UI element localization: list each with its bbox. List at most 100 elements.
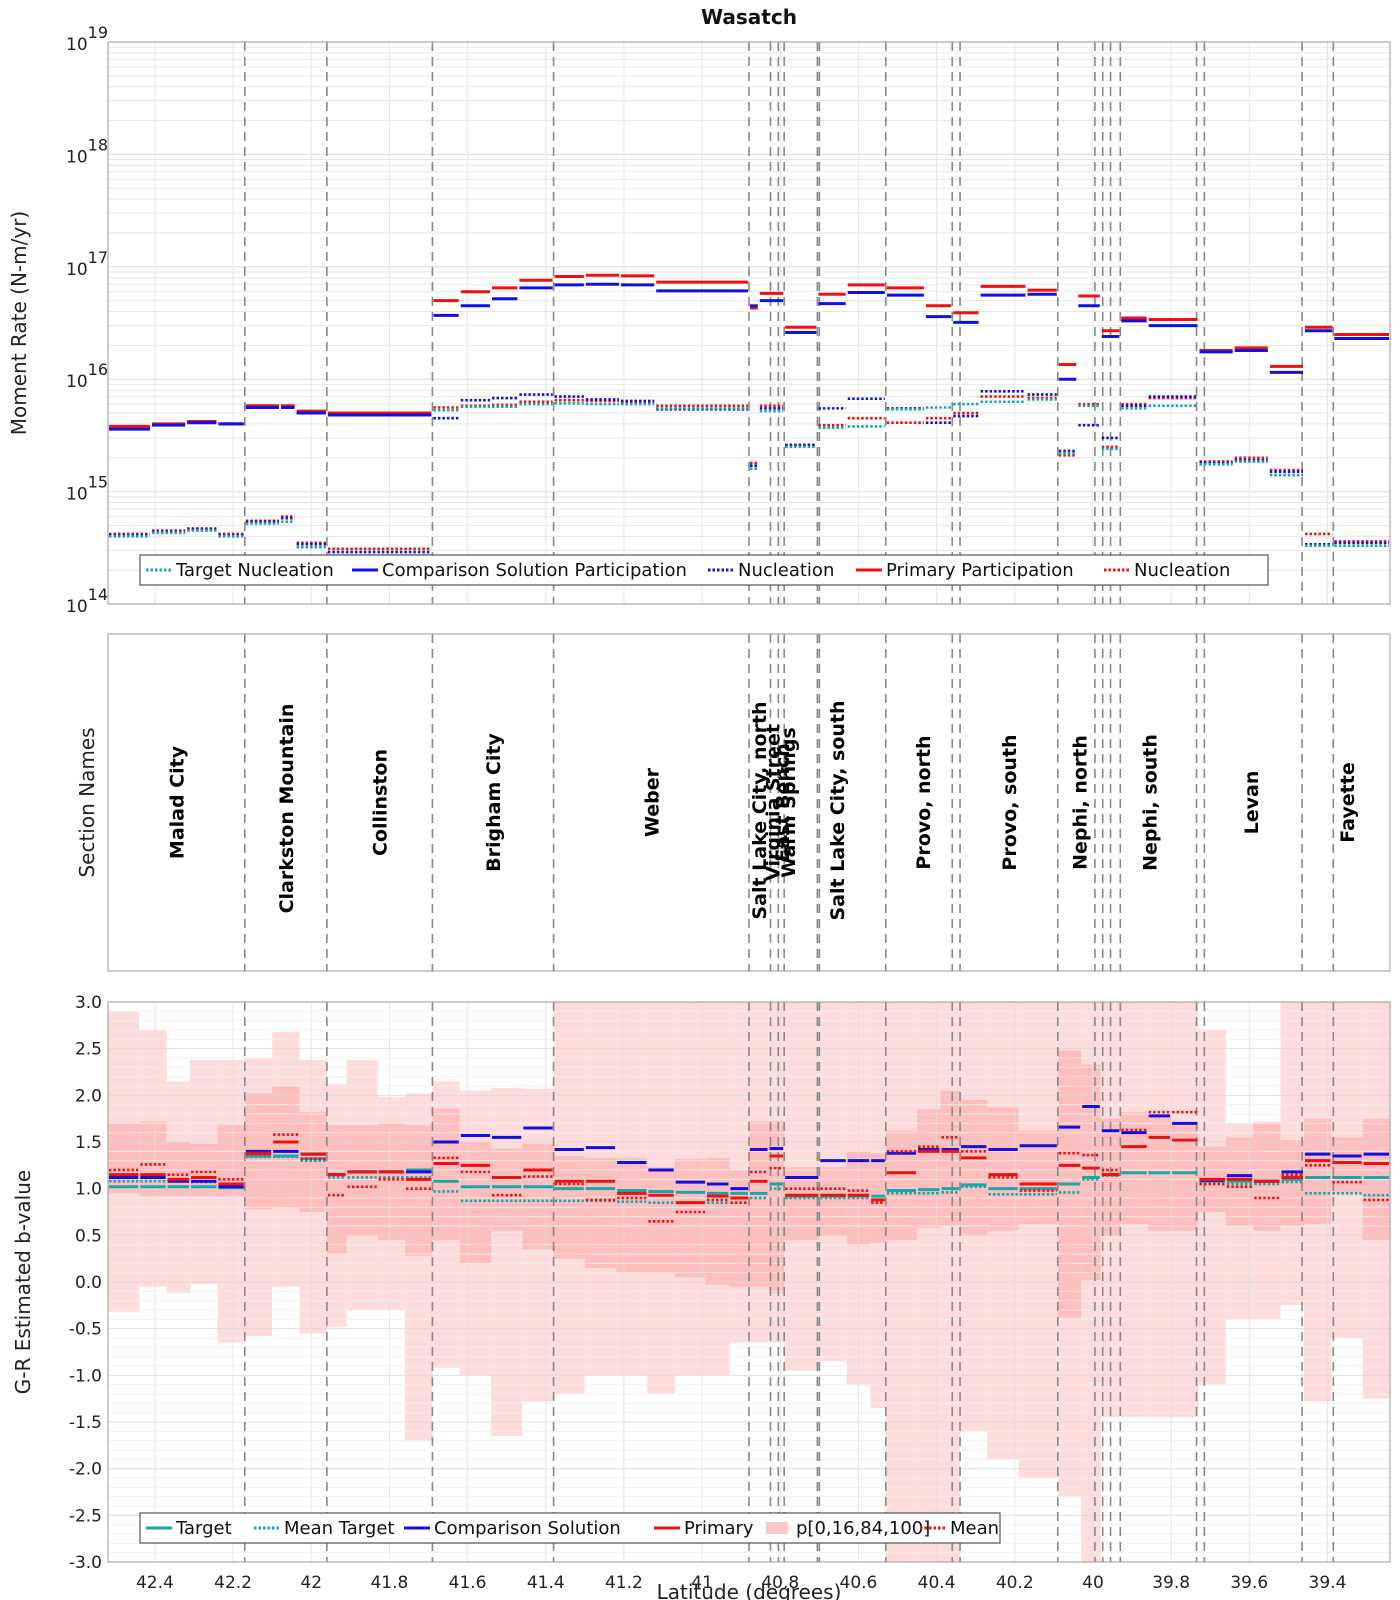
x-tick-label: 41.8 [370,1573,408,1593]
percentile-band-inner [987,1107,1019,1231]
section-name-label: Provo, south [999,734,1021,870]
legend-box [139,1512,1001,1544]
percentile-band-inner [616,1157,648,1273]
y-tick-label: 1019 [66,23,108,55]
y-tick-label: -0.5 [69,1320,102,1340]
y-tick-label: 1.0 [75,1180,102,1200]
moment-rate-series [109,273,1389,557]
percentile-band-inner [1253,1123,1281,1231]
percentile-band-inner [819,1167,847,1236]
x-tick-label: 42.2 [214,1573,252,1593]
percentile-band-inner [377,1123,406,1240]
y-tick-label: 1014 [66,585,108,617]
x-tick-label: 41 [691,1573,713,1593]
percentile-band-inner [1331,1137,1363,1194]
percentile-band-inner [459,1142,492,1264]
x-tick-label: 40.6 [840,1573,878,1593]
x-tick-label: 39.8 [1152,1573,1190,1593]
section-name-label: Nephi, north [1069,735,1091,870]
percentile-band-inner [940,1090,961,1226]
chart-title: Wasatch [701,5,797,29]
x-tick-label: 39.6 [1230,1573,1268,1593]
section-name-label: Clarkston Mountain [276,704,298,914]
percentile-band-inner [885,1130,918,1240]
moment-rate-frame [107,41,1391,605]
section-name-label: Salt Lake City, south [827,700,849,920]
legend-label: p[0,16,84,100] [796,1518,930,1539]
percentile-band-inner [326,1125,347,1254]
percentile-band-inner [108,1123,140,1194]
x-tick-label: 41.4 [527,1573,565,1593]
section-names-panel: Malad City Clarkston Mountain Collinston Br… [75,633,1391,972]
percentile-band-inner [1120,1112,1148,1225]
section-names-boundaries [243,634,1335,971]
x-axis-ticks: 42.4 42.2 42 41.8 41.6 41.4 41.2 41 40.8 40.6 40.4… [136,1573,1346,1593]
y-tick-label: -1.5 [69,1413,102,1433]
section-name-label: Levan [1241,771,1263,835]
y-tick-label: -2.0 [69,1460,102,1480]
b-value-legend: Target Mean Target Comparison Solution Prim… [139,1512,1001,1544]
y-tick-label: 2.5 [75,1040,102,1060]
x-tick-label: 40.2 [996,1573,1034,1593]
legend-label: Nucleation [1134,560,1230,581]
legend-label: Mean [950,1518,999,1539]
series-primary [109,1135,1389,1205]
section-name-label: East Bench [772,743,794,862]
y-tick-label: -3.0 [69,1553,102,1573]
y-tick-label: 1016 [66,360,108,392]
series-mean [109,1110,1389,1223]
series-target-nucleation [109,398,1389,557]
legend-box [139,554,1269,586]
percentile-band-outer [987,1002,1019,1460]
percentile-band-outer [217,1059,245,1343]
section-name-label: Warm Springs [778,727,800,878]
b-value-y-label: G-R Estimated b-value [11,1170,35,1394]
y-tick-label: 1018 [66,135,108,167]
section-name-label: Salt Lake City, north [749,701,771,919]
moment-rate-section-boundaries [243,42,1335,604]
percentile-band-outer [491,1087,523,1436]
x-tick-label: 39.4 [1309,1573,1347,1593]
percentile-band-outer [1018,1002,1058,1478]
legend-label: Nucleation [738,560,834,581]
x-axis-label: Latitude (degrees) [657,1580,842,1600]
x-tick-label: 40.8 [761,1573,799,1593]
percentile-band-inner [749,1121,769,1287]
y-tick-label: 1017 [66,248,108,280]
legend-label: Primary Participation [886,560,1074,581]
section-names-y-label: Section Names [75,727,99,877]
x-tick-label: 41.6 [449,1573,487,1593]
y-tick-label: 2.0 [75,1086,102,1106]
b-value-frame [107,1001,1391,1563]
legend-label: Target Nucleation [175,560,334,581]
x-tick-label: 41.2 [605,1573,643,1593]
percentile-band-inner [1100,1118,1121,1236]
percentile-band-inner [706,1157,730,1285]
y-tick-label: 0.5 [75,1226,102,1246]
legend-label: Mean Target [284,1518,394,1539]
section-name-label: Virginia Street [762,724,784,881]
percentile-band-inner [584,1157,617,1268]
moment-rate-panel: 1014 1015 1016 1017 1018 1019 Moment Rate (N-… [7,23,1391,617]
percentile-band-inner [522,1143,554,1250]
percentile-band-inner [405,1125,433,1256]
y-tick-label: -1.0 [69,1366,102,1386]
legend-label: Comparison Solution [434,1518,621,1539]
section-name-label: Collinston [370,749,392,856]
y-tick-label: 3.0 [75,993,102,1013]
series-comparison-solution [109,1105,1389,1191]
moment-rate-y-label: Moment Rate (N-m/yr) [7,211,31,435]
percentile-band-inner [1081,1064,1101,1281]
percentile-band-inner [647,1167,675,1273]
percentile-band-inner [960,1100,988,1236]
y-tick-label: 0.0 [75,1273,102,1293]
section-name-label: Nephi, south [1140,734,1162,871]
moment-rate-legend: Target Nucleation Comparison Solution Par… [139,554,1269,586]
percentile-band-inner [1304,1118,1332,1225]
percentile-band-inner [432,1108,460,1240]
moment-rate-y-ticks: 1014 1015 1016 1017 1018 1019 [66,23,108,617]
b-value-section-boundaries [243,1002,1335,1562]
percentile-band-inner [139,1121,167,1197]
section-names-frame [107,633,1391,972]
